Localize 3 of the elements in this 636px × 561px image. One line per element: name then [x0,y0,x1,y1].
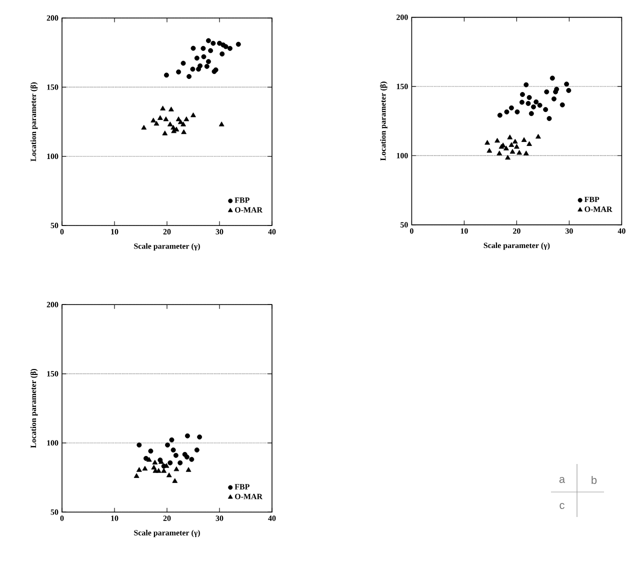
text: c [560,503,564,510]
text: b [592,476,597,484]
text: a [559,477,566,484]
